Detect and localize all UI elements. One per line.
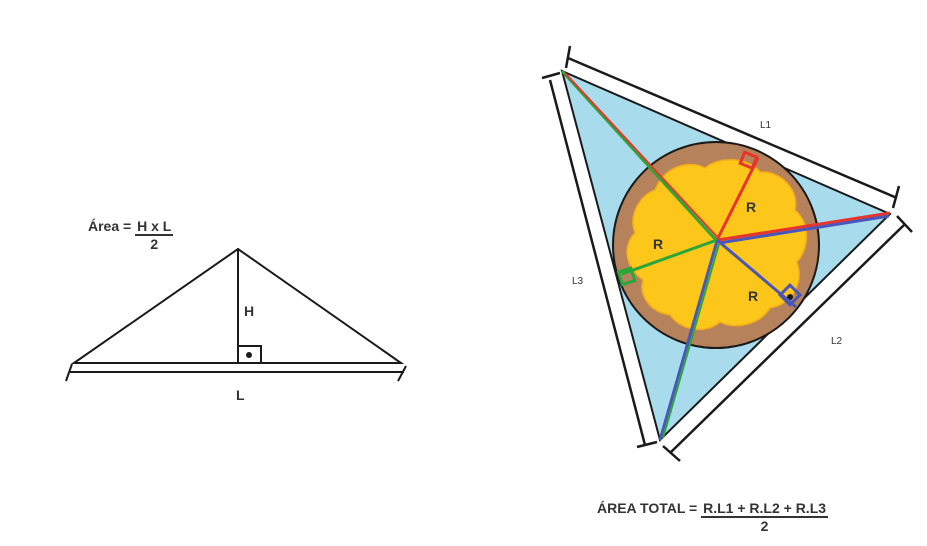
right-angle-dot	[246, 352, 252, 358]
radius-label-top: R	[746, 199, 756, 215]
vertex-line-right-blue	[718, 214, 890, 245]
right-angle-marker-l3	[616, 266, 637, 287]
side-dimension-l3-tick-b	[636, 440, 658, 449]
radius-l1-red	[715, 157, 760, 241]
right-angle-marker	[237, 345, 262, 364]
height-label: H	[244, 303, 254, 319]
base-dimension-tick-left	[65, 363, 73, 382]
side-dimension-l1	[567, 56, 898, 200]
side-dimension-l1-tick-b	[891, 185, 901, 209]
radius-l2-blue	[716, 238, 797, 309]
side-dimension-l2-tick-b	[662, 445, 681, 462]
radius-l3-green	[621, 238, 718, 276]
side-dimension-l2	[669, 224, 905, 454]
radius-label-right: R	[748, 288, 758, 304]
side-dimension-l2-tick-a	[896, 215, 913, 233]
side-label-l1: L1	[760, 120, 772, 131]
vertex-line-bottom-blue	[658, 240, 719, 441]
inscribed-circle-figure: L1 L2 L3 R R R	[541, 45, 913, 462]
right-angle-dot-l2	[787, 294, 793, 300]
total-formula-fraction: R.L1 + R.L2 + R.L3 2	[701, 500, 829, 534]
base-label: L	[236, 387, 245, 403]
side-dimension-l3	[548, 79, 647, 446]
total-formula-denominator: 2	[760, 518, 769, 534]
side-label-l2: L2	[831, 336, 843, 347]
left-formula-denominator: 2	[150, 236, 159, 252]
vertex-line-top-left-red	[564, 72, 720, 240]
vertex-line-bottom-green	[662, 243, 720, 439]
left-formula-prefix: Área =	[88, 218, 132, 234]
total-formula-prefix: ÁREA TOTAL =	[597, 500, 698, 516]
left-triangle-figure: H L	[65, 247, 407, 403]
radius-label-left: R	[653, 236, 663, 252]
left-formula-numerator: H x L	[135, 218, 174, 236]
side-dimension-l1-tick-a	[564, 45, 572, 69]
total-formula-numerator: R.L1 + R.L2 + R.L3	[701, 500, 829, 518]
right-angle-marker-l2	[777, 282, 803, 308]
side-label-l3: L3	[572, 276, 584, 287]
left-formula-fraction: H x L 2	[135, 218, 174, 252]
vertex-line-top-left-green	[560, 69, 718, 242]
base-dimension-tick-right	[397, 365, 407, 382]
vertex-line-right-red	[717, 211, 891, 242]
total-area-formula: ÁREA TOTAL = R.L1 + R.L2 + R.L3 2	[597, 500, 829, 534]
left-area-formula: Área = H x L 2	[88, 218, 174, 252]
side-dimension-l3-tick-a	[541, 71, 561, 80]
